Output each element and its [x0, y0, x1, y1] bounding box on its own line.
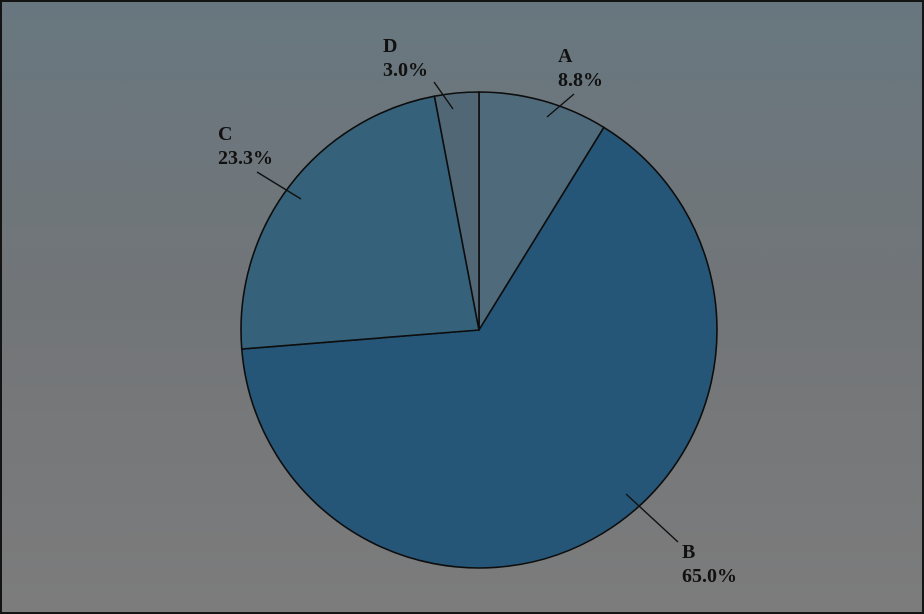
leader-line-d [433, 81, 454, 110]
pie-slice-c [240, 95, 480, 350]
slice-label-a: A [558, 45, 573, 67]
leader-line-b [625, 493, 679, 543]
pie-slice-b [240, 126, 718, 569]
pie-slice-d [433, 91, 480, 331]
leader-line-a [546, 93, 575, 118]
slice-label-d: D [383, 35, 397, 57]
slice-value-a: 8.8% [558, 69, 603, 91]
slice-labels: A8.8% B65.0% C23.3% D3.0% [218, 35, 737, 587]
pie-slice-a [478, 91, 605, 333]
slice-value-b: 65.0% [682, 565, 737, 587]
slice-value-d: 3.0% [383, 59, 428, 81]
slice-label-b: B [682, 541, 695, 563]
leader-lines [256, 81, 679, 543]
pie-slices [240, 91, 718, 569]
slice-label-c: C [218, 123, 232, 145]
slice-value-c: 23.3% [218, 147, 273, 169]
leader-line-c [256, 171, 302, 200]
